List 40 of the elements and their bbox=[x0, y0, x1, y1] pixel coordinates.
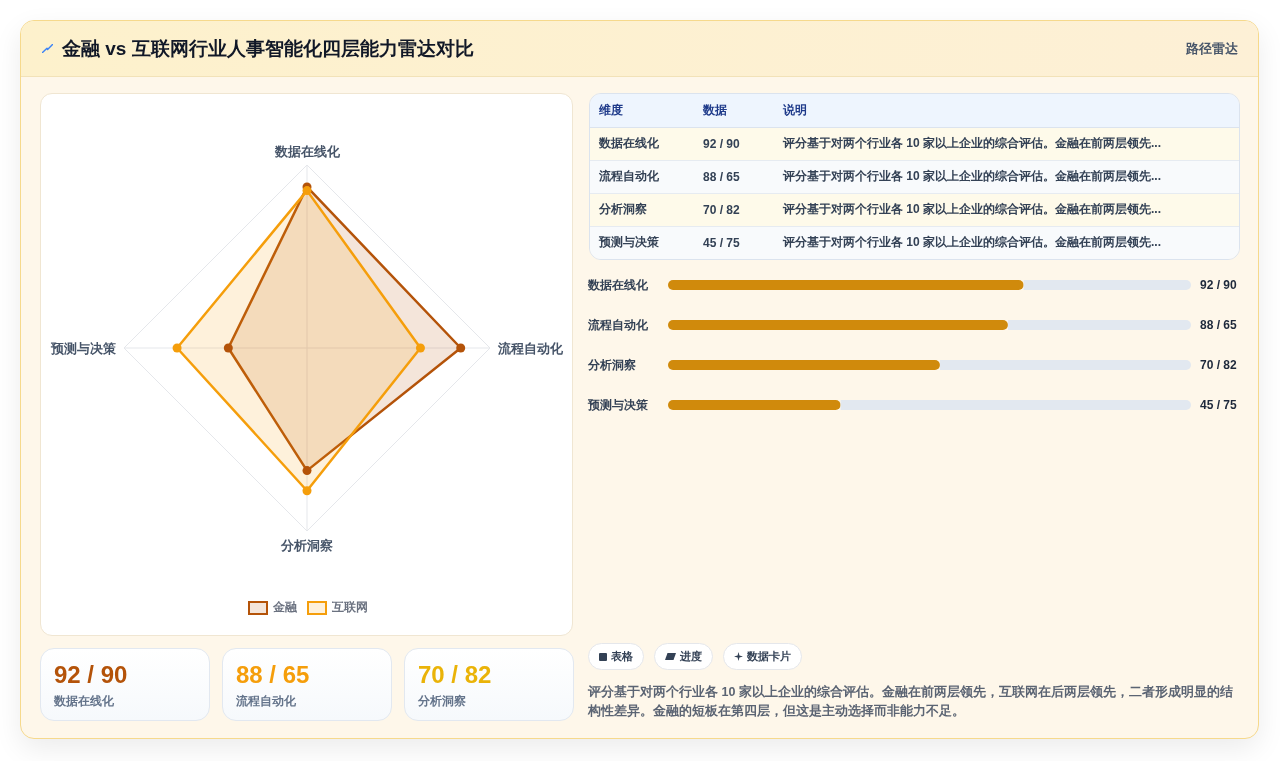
text: 预测与决策 bbox=[599, 235, 659, 250]
category-label: 数据在线化 bbox=[54, 694, 114, 708]
text: 流程自动化 bbox=[599, 169, 659, 183]
chart-title: 金融 vs 互联网行业人事智能化四层能力雷达对比 bbox=[62, 38, 474, 59]
category-label: 表格 bbox=[611, 650, 633, 662]
category-label: 数据卡片 bbox=[747, 650, 791, 662]
text: 评分基于对两个行业各 10 家以上企业的综合评估。金融在前两层领先... bbox=[783, 202, 1162, 216]
spoke-label: 分析洞察 bbox=[280, 537, 333, 553]
category-label: 数据 bbox=[703, 102, 727, 117]
spoke-label: 流程自动化 bbox=[497, 340, 564, 356]
y-tick-label: 分析洞察 bbox=[587, 358, 636, 373]
spoke-label: 数据在线化 bbox=[273, 143, 341, 159]
text: 70 / 82 bbox=[418, 661, 492, 688]
text: 评分基于对两个行业各 10 家以上企业的综合评估。金融在前两层领先，互联网在后两层领先，二者形成明显的结构性差异。金融的短板在第四层，但这是主动选择而非能力不足。 bbox=[588, 685, 1233, 718]
text: 评分基于对两个行业各 10 家以上企业的综合评估。金融在前两层领先... bbox=[783, 136, 1162, 150]
text: 70 / 82 bbox=[703, 202, 740, 217]
text: 评分基于对两个行业各 10 家以上企业的综合评估。金融在前两层领先... bbox=[783, 169, 1162, 183]
text: 92 / 90 bbox=[1200, 278, 1238, 293]
text: 92 / 90 bbox=[54, 661, 128, 688]
y-tick-label: 流程自动化 bbox=[587, 318, 649, 333]
spoke-label: 预测与决策 bbox=[50, 340, 117, 356]
text: 88 / 65 bbox=[236, 661, 310, 688]
category-label: 分析洞察 bbox=[418, 694, 466, 708]
text: 88 / 65 bbox=[1200, 318, 1238, 333]
text: 88 / 65 bbox=[703, 169, 740, 184]
category-label: 维度 bbox=[599, 102, 623, 117]
text: 数据在线化 bbox=[599, 136, 659, 150]
y-tick-label: 数据在线化 bbox=[587, 278, 649, 293]
legend-label: 金融 bbox=[272, 600, 297, 614]
category-label: 说明 bbox=[783, 102, 807, 117]
text: 45 / 75 bbox=[703, 235, 740, 250]
text: 45 / 75 bbox=[1200, 398, 1238, 413]
legend-label: 互联网 bbox=[331, 600, 368, 614]
y-tick-label: 预测与决策 bbox=[587, 398, 649, 413]
category-label: 进度 bbox=[680, 650, 702, 662]
text: 路径雷达 bbox=[1186, 42, 1238, 56]
text: 92 / 90 bbox=[703, 136, 740, 151]
text: 70 / 82 bbox=[1200, 358, 1238, 373]
category-label: 流程自动化 bbox=[236, 694, 296, 708]
text: 评分基于对两个行业各 10 家以上企业的综合评估。金融在前两层领先... bbox=[783, 235, 1162, 250]
